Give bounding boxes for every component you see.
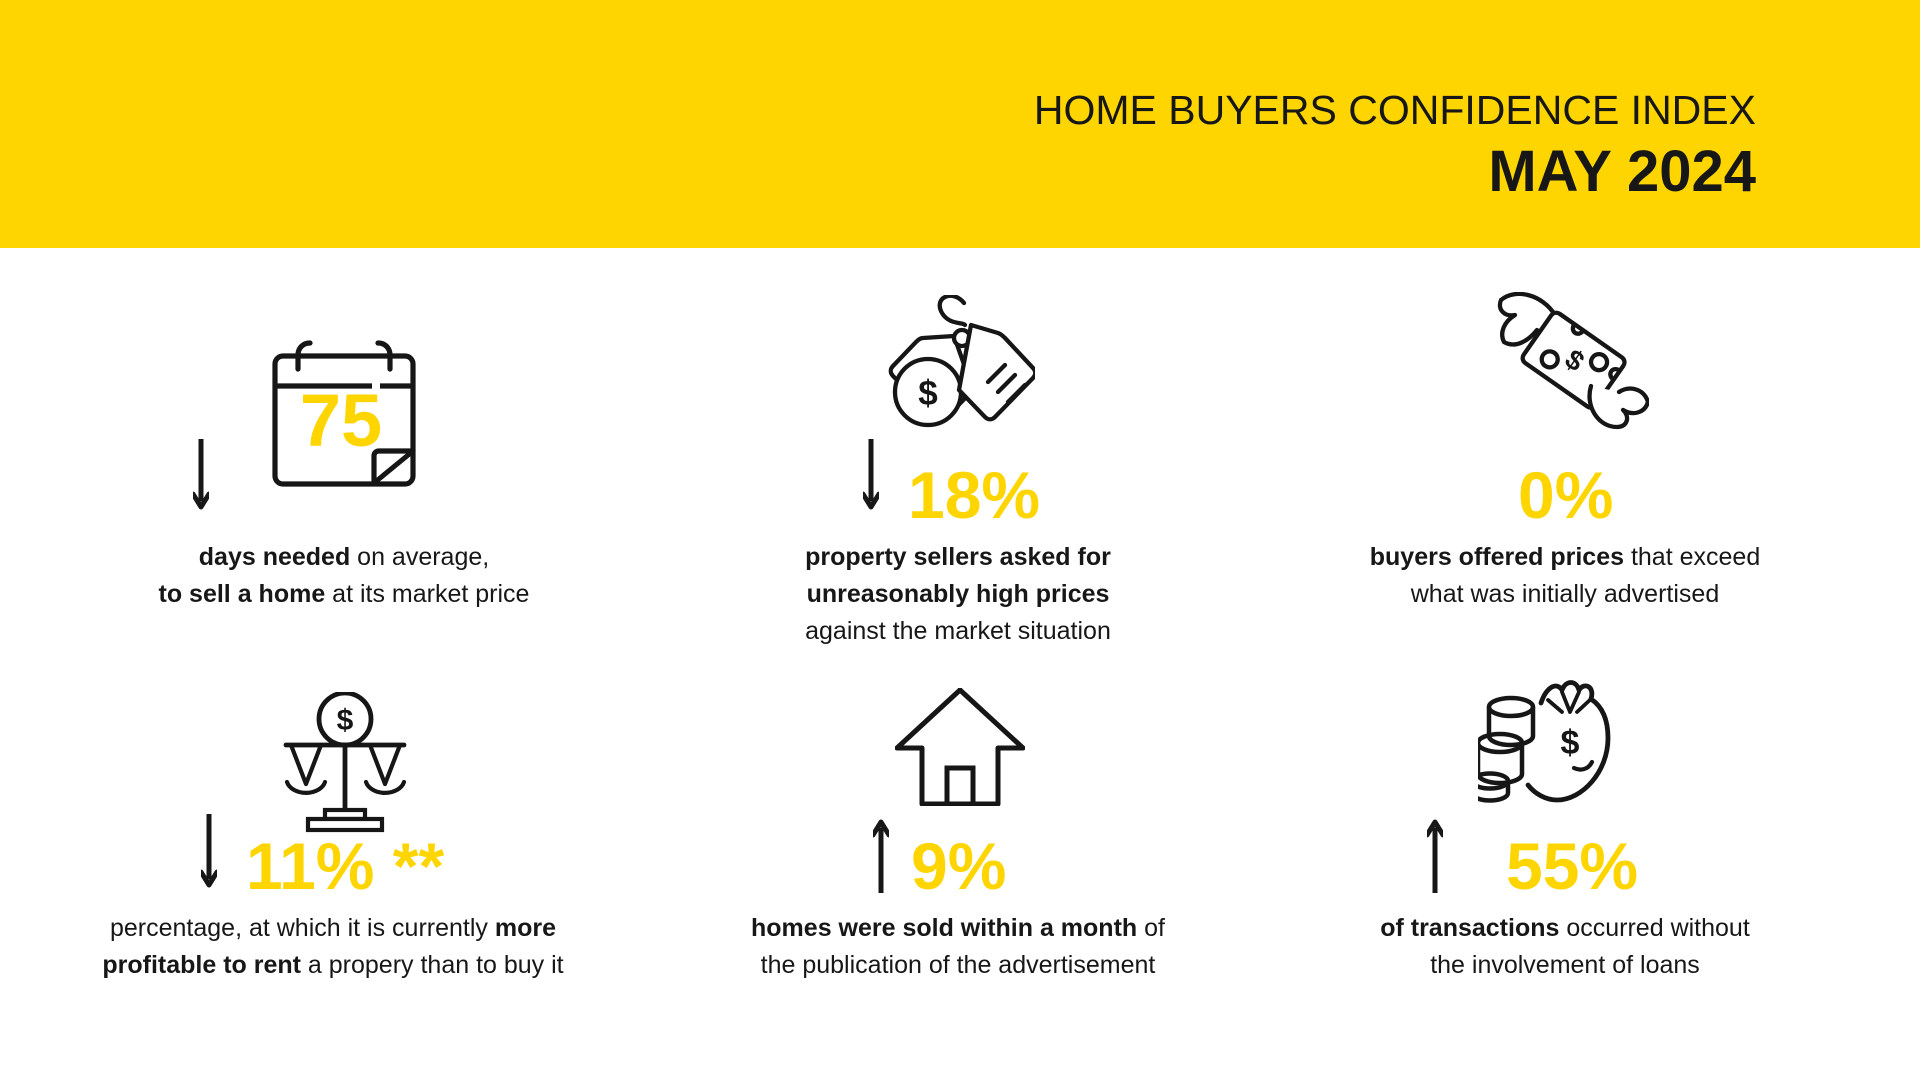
svg-text:$: $ xyxy=(918,374,937,413)
svg-text:$: $ xyxy=(1561,724,1580,762)
svg-text:75: 75 xyxy=(300,379,382,462)
svg-text:$: $ xyxy=(337,704,354,737)
